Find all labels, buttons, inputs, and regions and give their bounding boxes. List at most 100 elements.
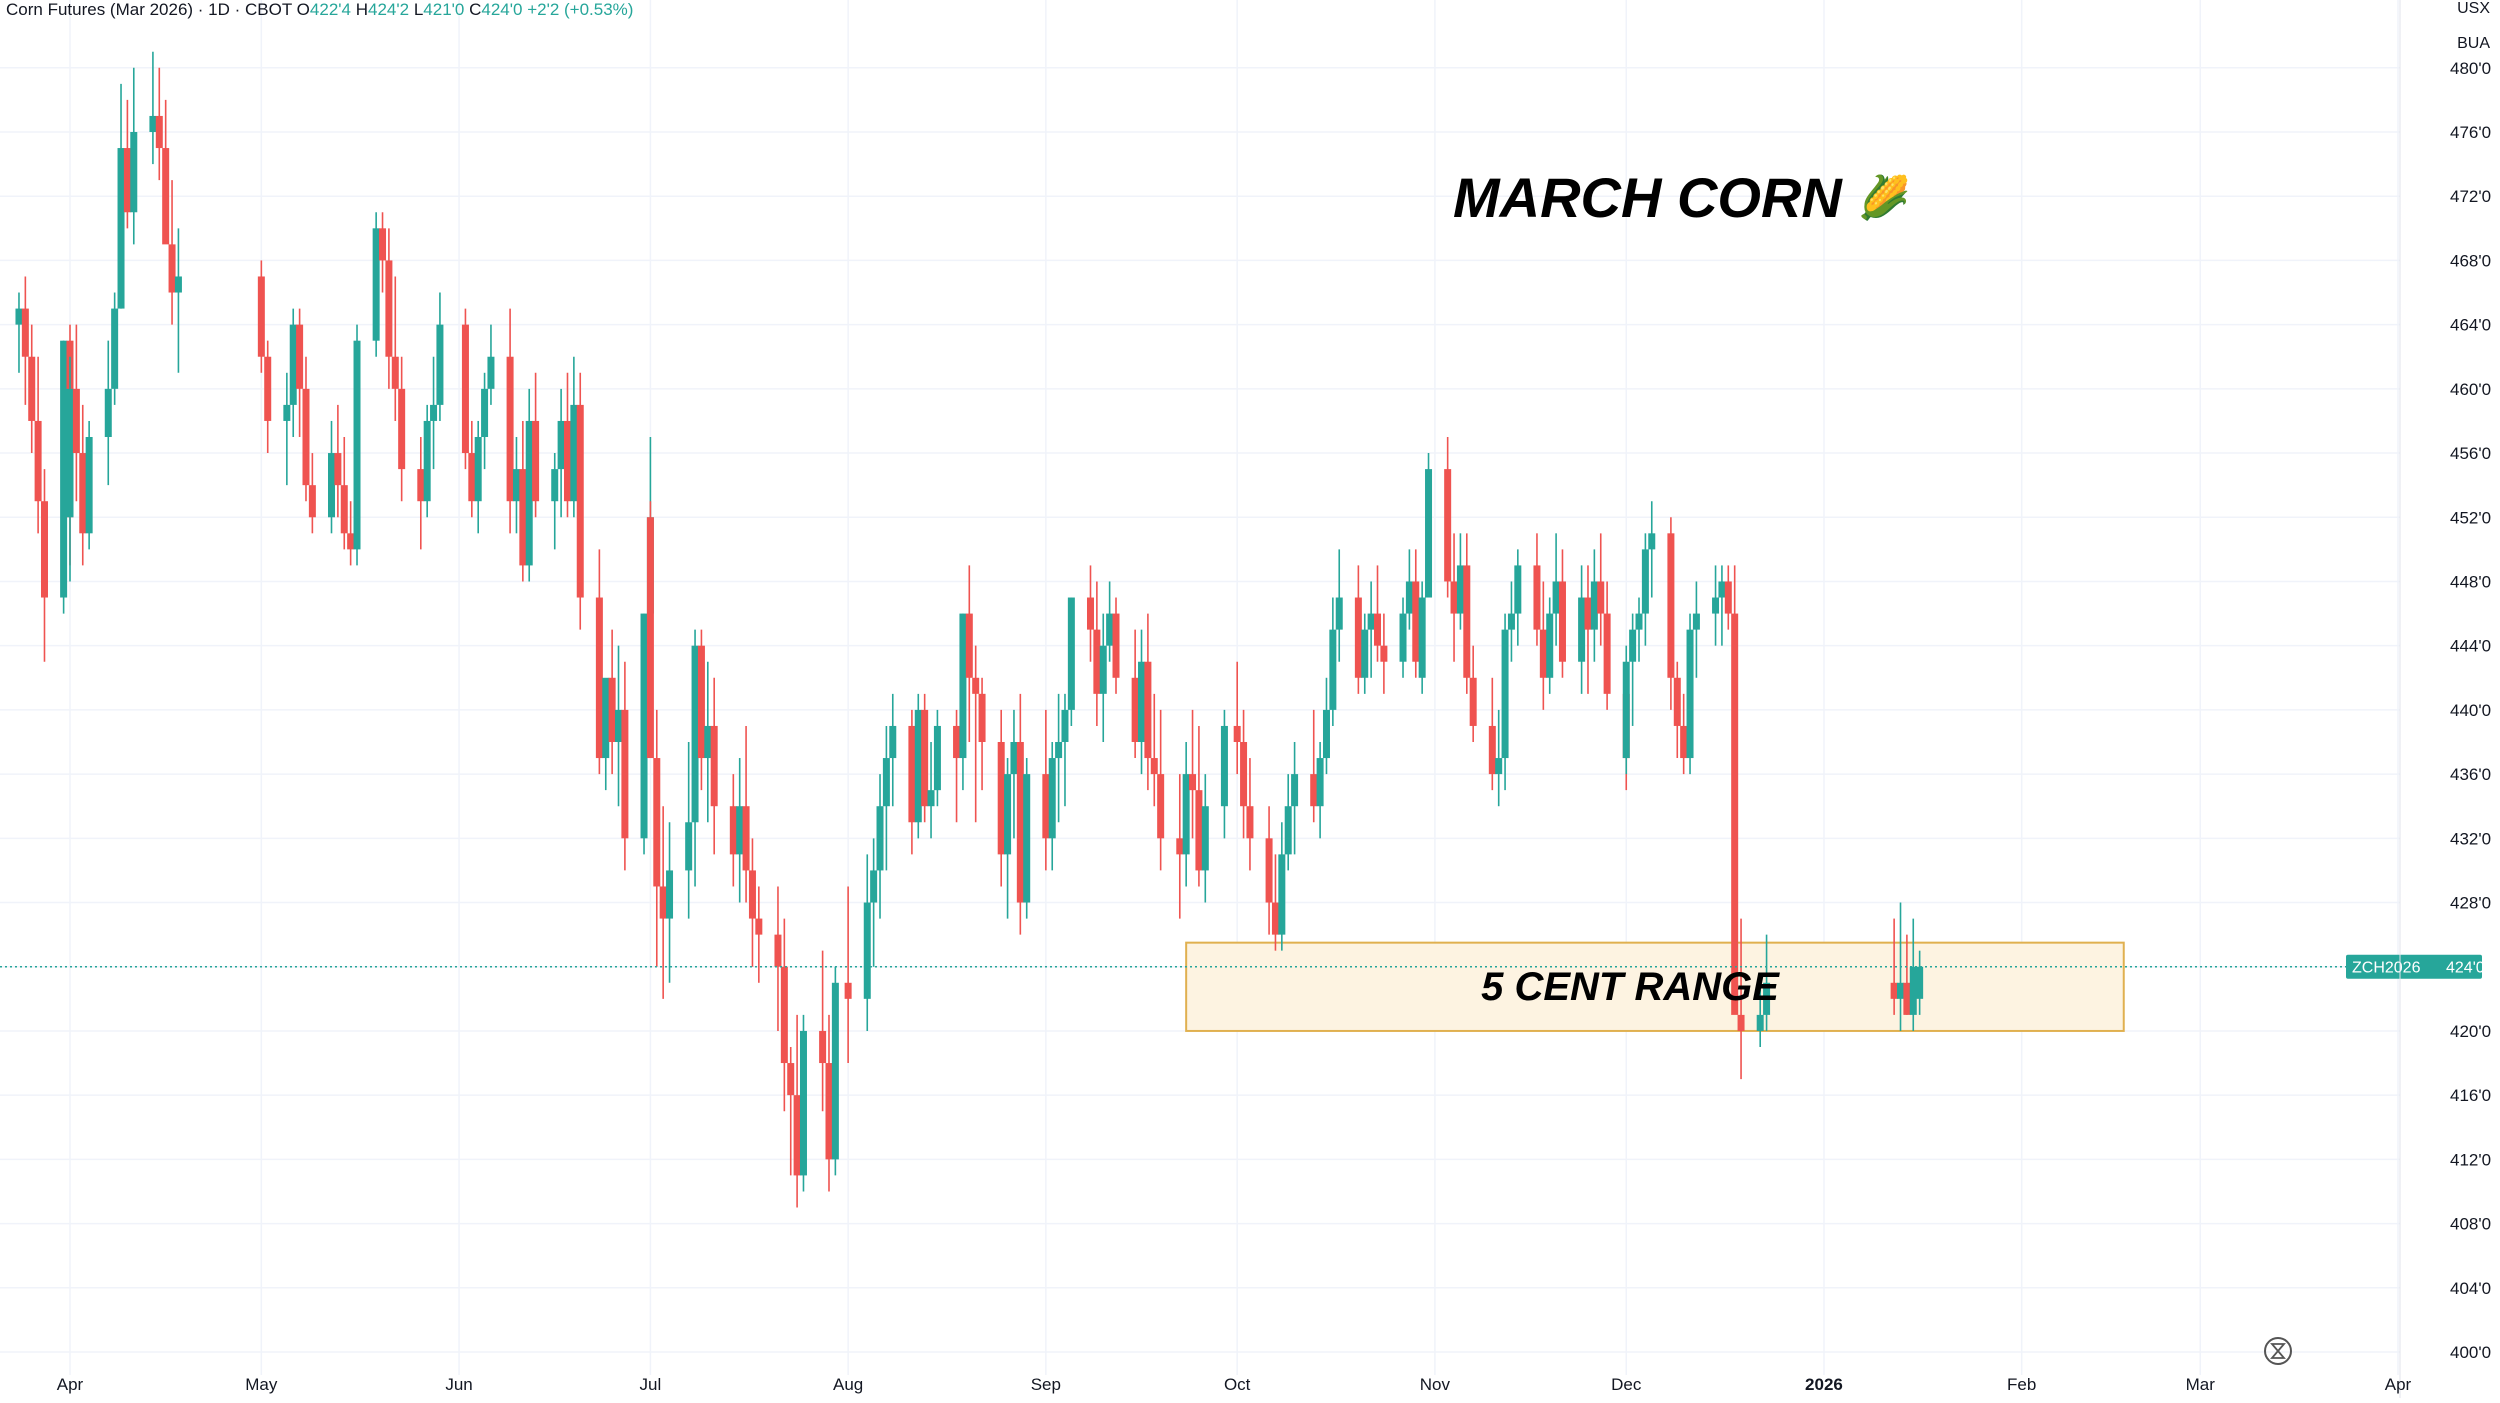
candle-body xyxy=(646,517,654,759)
y-tick-label[interactable]: 460'0 xyxy=(2450,380,2491,399)
x-tick-label[interactable]: Feb xyxy=(2007,1375,2036,1394)
candle xyxy=(882,725,890,871)
candle xyxy=(1692,581,1700,678)
candle-body xyxy=(787,1063,795,1096)
candle xyxy=(66,356,74,582)
low-label: L xyxy=(413,0,424,19)
candle-body xyxy=(512,469,520,502)
candle-body xyxy=(474,437,482,502)
candle xyxy=(353,324,361,566)
x-tick-label[interactable]: Nov xyxy=(1420,1375,1451,1394)
y-tick-label[interactable]: 428'0 xyxy=(2450,894,2491,913)
y-tick-label[interactable]: 432'0 xyxy=(2450,829,2491,848)
candle-body xyxy=(385,260,393,357)
y-tick-label[interactable]: 408'0 xyxy=(2450,1215,2491,1234)
candle xyxy=(1176,774,1184,919)
y-tick-label[interactable]: 456'0 xyxy=(2450,444,2491,463)
candle-body xyxy=(162,148,170,245)
candle-body xyxy=(876,806,884,871)
candle xyxy=(1284,774,1292,871)
candle-body xyxy=(1412,581,1420,662)
x-tick-label[interactable]: Apr xyxy=(2385,1375,2412,1394)
range-zone-layer xyxy=(1185,941,2125,1032)
candle-body xyxy=(1463,565,1471,678)
candle-body xyxy=(551,469,559,502)
candle-body xyxy=(85,437,93,534)
candle-body xyxy=(1539,629,1547,678)
x-tick-label[interactable]: Jun xyxy=(445,1375,472,1394)
currency-unit[interactable]: USX xyxy=(2457,0,2490,17)
candle-body xyxy=(1042,774,1050,839)
y-tick-label[interactable]: 480'0 xyxy=(2450,59,2491,78)
timer-icon[interactable] xyxy=(2264,1337,2292,1365)
candle-body xyxy=(487,356,495,389)
x-tick-label[interactable]: Mar xyxy=(2186,1375,2216,1394)
candle-body xyxy=(1099,645,1107,694)
x-axis[interactable]: Apr May Jun Jul Aug Sep Oct Nov Dec 2026 Feb Mar Apr xyxy=(57,1375,2412,1394)
x-tick-label[interactable]: 2026 xyxy=(1805,1375,1843,1394)
candle xyxy=(780,918,788,1112)
candle-body xyxy=(863,902,871,999)
candle xyxy=(168,180,176,325)
candle-body xyxy=(149,115,157,132)
y-tick-label[interactable]: 452'0 xyxy=(2450,508,2491,527)
candle-body xyxy=(1374,613,1382,646)
y-tick-label[interactable]: 416'0 xyxy=(2450,1086,2491,1105)
y-tick-label[interactable]: 412'0 xyxy=(2450,1150,2491,1169)
candle-body xyxy=(1322,709,1330,759)
candle xyxy=(1450,533,1458,662)
candle-body xyxy=(15,308,23,325)
y-axis[interactable]: 400'0 404'0 408'0 412'0 416'0 420'0 428'0 432'0… xyxy=(2399,0,2491,1398)
x-tick-label[interactable]: May xyxy=(245,1375,278,1394)
hourglass-icon[interactable] xyxy=(2270,1343,2286,1359)
candle xyxy=(1584,565,1592,694)
candle xyxy=(965,565,973,742)
x-tick-label[interactable]: Dec xyxy=(1611,1375,1642,1394)
y-tick-label[interactable]: 476'0 xyxy=(2450,123,2491,142)
candle-body xyxy=(1558,581,1566,662)
candle-body xyxy=(1507,613,1515,630)
x-tick-label[interactable]: Jul xyxy=(640,1375,662,1394)
candles xyxy=(15,51,1924,1208)
candle-body xyxy=(1469,677,1477,726)
candle xyxy=(1112,597,1120,694)
candle-body xyxy=(1456,565,1464,614)
x-tick-label[interactable]: Sep xyxy=(1031,1375,1061,1394)
per-unit[interactable]: BUA xyxy=(2457,35,2490,52)
candle-body xyxy=(1112,613,1120,678)
annotations: MARCH CORN 🌽 5 CENT RANGE xyxy=(1453,166,2292,1365)
candle-body xyxy=(1240,742,1248,807)
y-tick-label[interactable]: 404'0 xyxy=(2450,1279,2491,1298)
candle xyxy=(959,613,967,791)
y-tick-label[interactable]: 420'0 xyxy=(2450,1022,2491,1041)
y-tick-label[interactable]: 444'0 xyxy=(2450,637,2491,656)
candle-body xyxy=(111,308,119,389)
price-tag-bg xyxy=(2346,954,2482,979)
x-tick-label[interactable]: Aug xyxy=(833,1375,863,1394)
candle xyxy=(1514,549,1522,646)
y-tick-label[interactable]: 400'0 xyxy=(2450,1343,2491,1362)
candle xyxy=(1220,709,1228,839)
timer-icon-circle[interactable] xyxy=(2264,1337,2292,1365)
candle-body xyxy=(372,228,380,341)
candle xyxy=(1456,533,1464,630)
candle xyxy=(1016,693,1024,935)
candle-body xyxy=(914,709,922,823)
y-tick-label[interactable]: 468'0 xyxy=(2450,251,2491,270)
symbol-title[interactable]: Corn Futures (Mar 2026) · 1D · CBOT xyxy=(6,0,292,19)
candle xyxy=(283,372,291,486)
candle-body xyxy=(1890,982,1898,999)
y-tick-label[interactable]: 448'0 xyxy=(2450,572,2491,591)
y-tick-label[interactable]: 464'0 xyxy=(2450,316,2491,335)
candle-body xyxy=(1265,838,1273,903)
candle-body xyxy=(1488,725,1496,775)
candle xyxy=(40,469,48,662)
candle xyxy=(1233,661,1241,775)
y-tick-label[interactable]: 436'0 xyxy=(2450,765,2491,784)
y-tick-label[interactable]: 472'0 xyxy=(2450,187,2491,206)
x-tick-label[interactable]: Apr xyxy=(57,1375,84,1394)
x-tick-label[interactable]: Oct xyxy=(1224,1375,1251,1394)
y-tick-label[interactable]: 440'0 xyxy=(2450,701,2491,720)
candle-body xyxy=(1316,758,1324,807)
